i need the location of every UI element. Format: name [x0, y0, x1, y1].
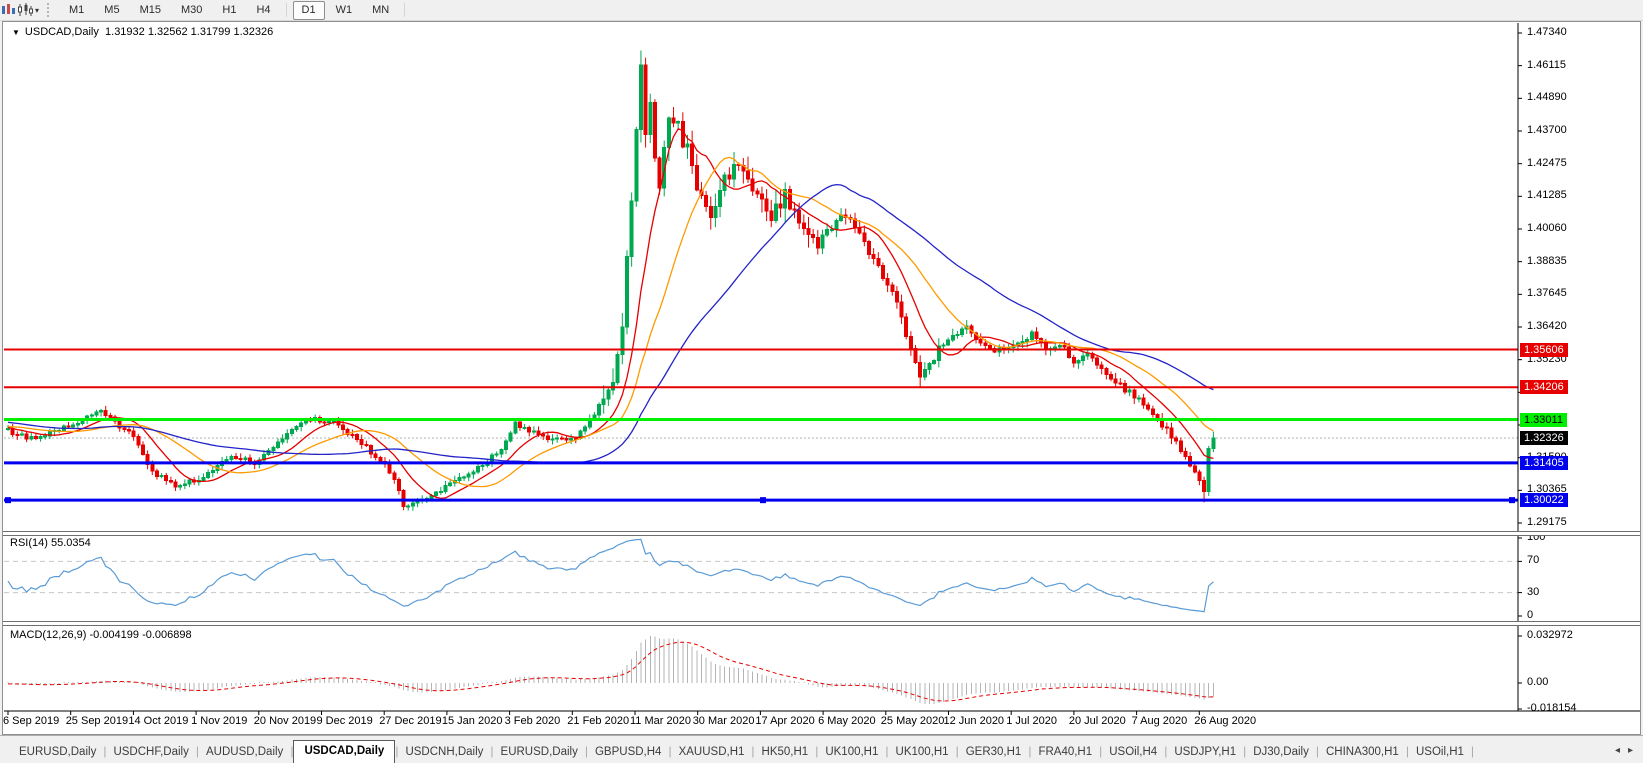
tab-separator: |: [751, 744, 755, 758]
price-badge-1.31405[interactable]: 1.31405: [1520, 455, 1568, 470]
timeframe-button-mn[interactable]: MN: [372, 3, 390, 16]
ma-21-line: [7, 156, 1214, 488]
toolbar-grip[interactable]: [47, 3, 53, 17]
chart-tab-audusd-daily[interactable]: AUDUSD,Daily: [205, 746, 284, 758]
price-badge-1.33011[interactable]: 1.33011: [1520, 412, 1567, 427]
chart-tab-dj30-daily[interactable]: DJ30,Daily: [1253, 746, 1309, 758]
timeframe-button-m30[interactable]: M30: [180, 3, 203, 16]
tab-separator: |: [195, 744, 199, 758]
chart-ohlc-values: 1.31932 1.32562 1.31799 1.32326: [105, 26, 274, 38]
tab-separator: |: [955, 744, 959, 758]
rsi-panel-separator[interactable]: [3, 531, 1640, 536]
timeframe-button-m5[interactable]: M5: [104, 3, 120, 16]
chart-tab-usdjpy-h1[interactable]: USDJPY,H1: [1174, 746, 1237, 758]
tab-separator: |: [1164, 744, 1168, 758]
tab-separator: [0, 751, 12, 753]
candles-layer: [6, 50, 1216, 511]
chart-tab-china300-h1[interactable]: CHINA300,H1: [1325, 746, 1399, 758]
tab-separator: |: [1028, 744, 1032, 758]
chart-tab-usoil-h4[interactable]: USOil,H4: [1109, 746, 1158, 758]
tab-scroll-right-icon[interactable]: ▸: [1627, 744, 1633, 756]
tab-separator: |: [668, 744, 672, 758]
timeframe-button-m15[interactable]: M15: [139, 3, 161, 16]
tab-separator: |: [1470, 744, 1475, 758]
timeframe-button-w1[interactable]: W1: [335, 3, 353, 16]
chart-tab-eurusd-daily[interactable]: EURUSD,Daily: [19, 746, 97, 758]
timeframe-button-h1[interactable]: H1: [222, 3, 237, 16]
toolbar-separator: [404, 3, 406, 17]
hline-handle: [5, 497, 11, 504]
chart-type-caret-icon[interactable]: ▾: [35, 5, 40, 15]
timeframe-button-h4[interactable]: H4: [256, 3, 271, 16]
chart-tab-uk100-h1[interactable]: UK100,H1: [825, 746, 879, 758]
rsi-line: [7, 538, 1214, 613]
toolbar-separator: [285, 3, 287, 17]
timeframe-buttons: M1 M5 M15 M30 H1 H4 D1 W1 MN: [59, 0, 410, 20]
tab-separator: |: [885, 744, 889, 758]
tab-separator: |: [1243, 744, 1247, 758]
time-axis[interactable]: [4, 712, 1518, 731]
macd-panel-separator[interactable]: [3, 621, 1640, 626]
tab-separator: |: [290, 744, 294, 758]
macd-histogram: [7, 636, 1214, 705]
tab-separator: |: [1315, 744, 1319, 758]
price-badge-1.35606[interactable]: 1.35606: [1520, 342, 1568, 357]
price-axis[interactable]: [1519, 23, 1641, 711]
chart-tab-fra40-h1[interactable]: FRA40,H1: [1038, 746, 1093, 758]
chart-tab-ger30-h1[interactable]: GER30,H1: [965, 746, 1022, 758]
chart-tab-usoil-h1[interactable]: USOil,H1: [1415, 746, 1464, 758]
chart-collapse-icon[interactable]: ▼: [12, 28, 20, 37]
ma-10-line: [7, 127, 1214, 500]
price-badge-1.34206[interactable]: 1.34206: [1520, 380, 1568, 395]
ma-45-line: [7, 183, 1214, 464]
chart-symbol-label: USDCAD,Daily: [24, 26, 99, 38]
tab-scroll-left-icon[interactable]: ◂: [1614, 744, 1620, 756]
chart-tab-eurusd-daily[interactable]: EURUSD,Daily: [500, 746, 578, 758]
chart-tab-usdcnh-daily[interactable]: USDCNH,Daily: [405, 746, 484, 758]
tab-separator: |: [1099, 744, 1103, 758]
current-price-badge[interactable]: 1.32326: [1520, 431, 1568, 445]
chart-type-icon[interactable]: [17, 3, 33, 17]
toolbar: ▾ M1 M5 M15 M30 H1 H4 D1 W1 MN: [0, 0, 1643, 21]
tab-separator: |: [395, 744, 399, 758]
chart-tab-uk100-h1[interactable]: UK100,H1: [895, 746, 949, 758]
tab-separator: |: [490, 744, 494, 758]
chart-header: ▼ USDCAD,Daily 1.31932 1.32562 1.31799 1.…: [12, 26, 273, 38]
cursor-tool-icon[interactable]: [1, 3, 15, 17]
chart-tab-gbpusd-h4[interactable]: GBPUSD,H4: [594, 746, 662, 758]
hline-handle: [760, 497, 766, 504]
chart-tab-usdchf-daily[interactable]: USDCHF,Daily: [113, 746, 189, 758]
chart-window: [2, 21, 1641, 735]
timeframe-button-d1[interactable]: D1: [292, 0, 325, 20]
tab-separator: |: [103, 744, 107, 758]
tab-separator: |: [815, 744, 819, 758]
hline-handle: [1509, 497, 1515, 504]
macd-signal-line: [7, 641, 1214, 702]
chart-tabs-bar: EURUSD,Daily | USDCHF,Daily | AUDUSD,Daily | U…: [0, 735, 1643, 763]
chart-tab-hk50-h1[interactable]: HK50,H1: [761, 746, 809, 758]
tab-separator: |: [584, 744, 588, 758]
timeframe-button-m1[interactable]: M1: [69, 3, 85, 16]
tab-separator: |: [1405, 744, 1409, 758]
price-badge-1.30022[interactable]: 1.30022: [1520, 493, 1568, 508]
chart-tab-xauusd-h1[interactable]: XAUUSD,H1: [678, 746, 745, 758]
tab-scroll-arrows: ◂ ▸: [1611, 745, 1637, 756]
chart-tab-usdcad-daily[interactable]: USDCAD,Daily: [293, 740, 396, 763]
